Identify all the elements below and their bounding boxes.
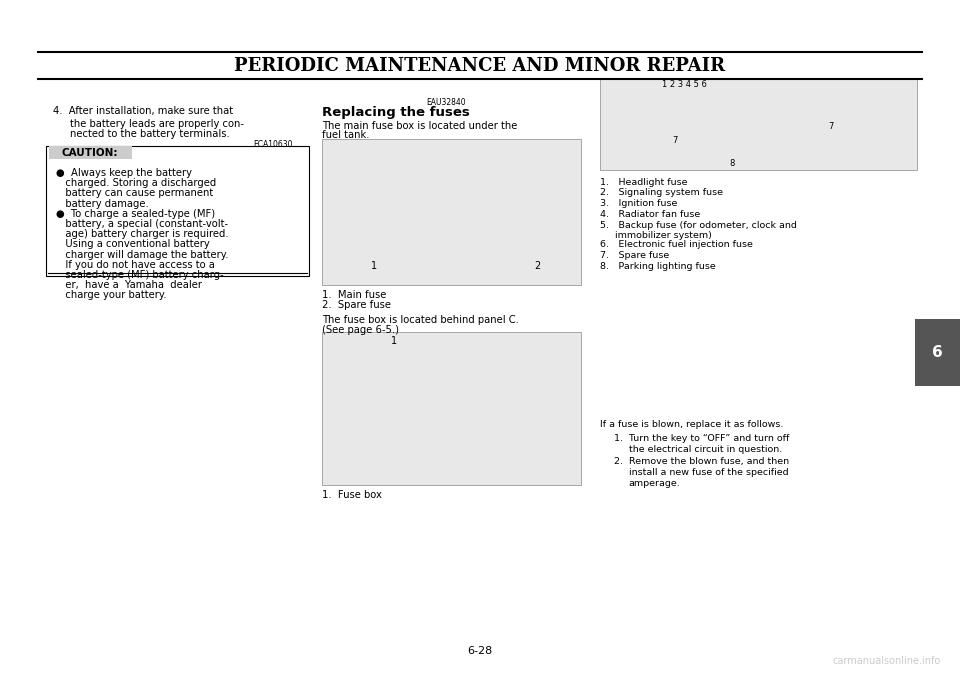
Text: ●  Always keep the battery: ● Always keep the battery (56, 168, 192, 178)
Text: battery damage.: battery damage. (56, 199, 149, 209)
Text: 1. Headlight fuse: 1. Headlight fuse (600, 178, 687, 186)
Text: amperage.: amperage. (629, 479, 681, 487)
Text: The main fuse box is located under the: The main fuse box is located under the (322, 121, 517, 131)
FancyBboxPatch shape (322, 139, 581, 285)
Text: fuel tank.: fuel tank. (322, 130, 369, 140)
Text: 4. Radiator fan fuse: 4. Radiator fan fuse (600, 210, 700, 219)
Text: 6: 6 (931, 345, 943, 360)
Text: 8. Parking lighting fuse: 8. Parking lighting fuse (600, 262, 716, 271)
Text: If you do not have access to a: If you do not have access to a (56, 260, 214, 270)
Text: the battery leads are properly con-: the battery leads are properly con- (70, 119, 244, 129)
Text: the electrical circuit in question.: the electrical circuit in question. (629, 445, 782, 454)
FancyBboxPatch shape (49, 146, 132, 159)
FancyBboxPatch shape (600, 78, 917, 170)
Text: ●  To charge a sealed-type (MF): ● To charge a sealed-type (MF) (56, 209, 215, 219)
Text: charger will damage the battery.: charger will damage the battery. (56, 250, 228, 260)
Text: 2: 2 (535, 261, 540, 271)
Text: 7: 7 (672, 136, 678, 144)
Text: carmanualsonline.info: carmanualsonline.info (832, 656, 941, 666)
Text: 5. Backup fuse (for odometer, clock and: 5. Backup fuse (for odometer, clock and (600, 221, 797, 230)
Text: 1: 1 (391, 336, 396, 346)
Text: battery can cause permanent: battery can cause permanent (56, 188, 213, 199)
Text: EAU32840: EAU32840 (426, 98, 467, 106)
Text: 2.  Spare fuse: 2. Spare fuse (322, 300, 391, 310)
Text: sealed-type (MF) battery charg-: sealed-type (MF) battery charg- (56, 270, 224, 280)
Text: install a new fuse of the specified: install a new fuse of the specified (629, 468, 788, 477)
Text: 2. Signaling system fuse: 2. Signaling system fuse (600, 188, 723, 197)
Text: ECA10630: ECA10630 (253, 140, 293, 149)
Text: battery, a special (constant-volt-: battery, a special (constant-volt- (56, 219, 228, 229)
Text: 4.  After installation, make sure that: 4. After installation, make sure that (53, 106, 233, 117)
Text: (See page 6-5.): (See page 6-5.) (322, 325, 398, 335)
Text: Replacing the fuses: Replacing the fuses (322, 106, 469, 119)
Text: Using a conventional battery: Using a conventional battery (56, 239, 209, 250)
Text: 7: 7 (828, 122, 834, 131)
Text: charge your battery.: charge your battery. (56, 290, 166, 300)
FancyBboxPatch shape (322, 332, 581, 485)
Text: immobilizer system): immobilizer system) (600, 231, 712, 239)
Text: age) battery charger is required.: age) battery charger is required. (56, 229, 228, 239)
Text: 1.  Turn the key to “OFF” and turn off: 1. Turn the key to “OFF” and turn off (614, 434, 790, 443)
Text: 6-28: 6-28 (468, 646, 492, 656)
Text: 8: 8 (730, 159, 735, 168)
Text: CAUTION:: CAUTION: (62, 148, 118, 157)
Text: The fuse box is located behind panel C.: The fuse box is located behind panel C. (322, 315, 518, 325)
Text: If a fuse is blown, replace it as follows.: If a fuse is blown, replace it as follow… (600, 420, 783, 429)
Text: 6. Electronic fuel injection fuse: 6. Electronic fuel injection fuse (600, 240, 753, 249)
Text: PERIODIC MAINTENANCE AND MINOR REPAIR: PERIODIC MAINTENANCE AND MINOR REPAIR (234, 57, 726, 75)
Text: er,  have a  Yamaha  dealer: er, have a Yamaha dealer (56, 280, 202, 290)
Text: 1 2 3 4 5 6: 1 2 3 4 5 6 (662, 80, 708, 89)
Text: charged. Storing a discharged: charged. Storing a discharged (56, 178, 216, 188)
Text: 7. Spare fuse: 7. Spare fuse (600, 251, 669, 260)
Text: 1.  Fuse box: 1. Fuse box (322, 490, 381, 500)
Text: 2.  Remove the blown fuse, and then: 2. Remove the blown fuse, and then (614, 457, 789, 466)
Text: 3. Ignition fuse: 3. Ignition fuse (600, 199, 678, 208)
Text: nected to the battery terminals.: nected to the battery terminals. (70, 129, 229, 139)
Text: 1: 1 (372, 261, 377, 271)
FancyBboxPatch shape (915, 319, 960, 386)
FancyBboxPatch shape (46, 146, 309, 276)
Text: 1.  Main fuse: 1. Main fuse (322, 290, 386, 300)
